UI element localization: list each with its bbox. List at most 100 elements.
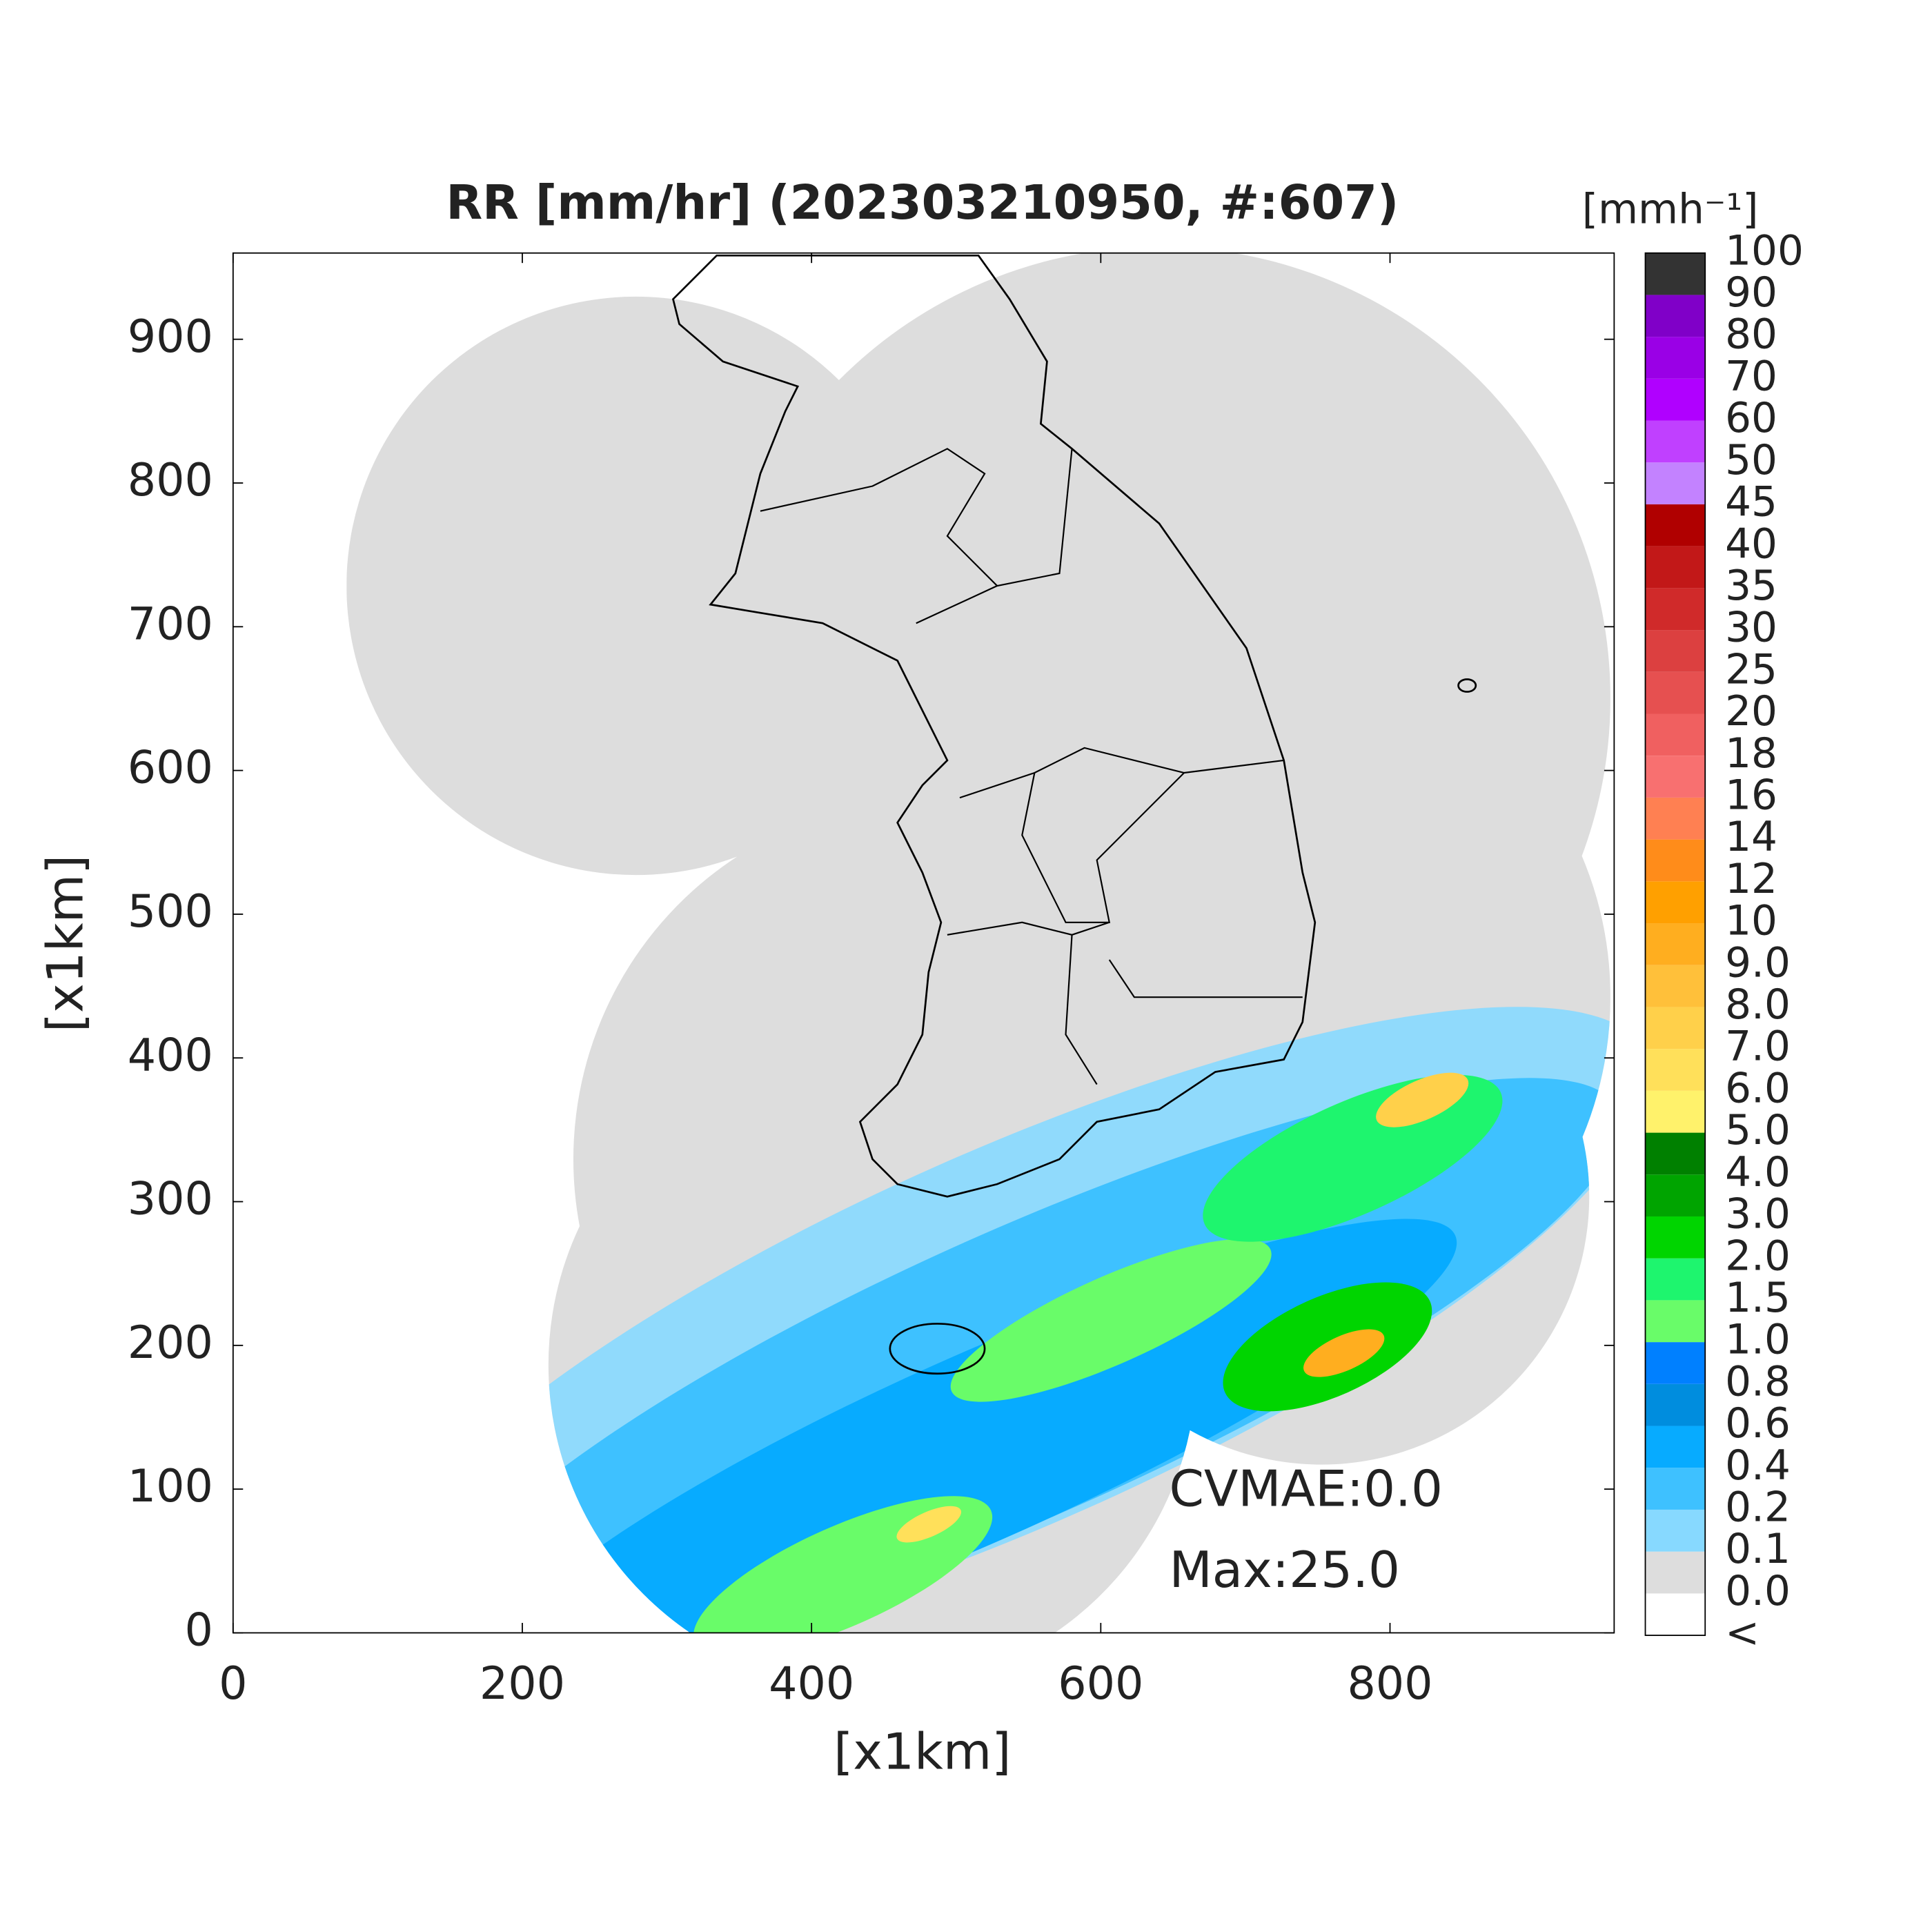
colorbar-bin — [1645, 1426, 1706, 1468]
colorbar-bin — [1645, 756, 1706, 798]
jeju — [889, 1323, 986, 1375]
colorbar-bin — [1645, 378, 1706, 421]
colorbar-bin — [1645, 1342, 1706, 1384]
colorbar-label: 3.0 — [1725, 1191, 1791, 1239]
colorbar-label: 1.0 — [1725, 1317, 1791, 1364]
colorbar-bin — [1645, 462, 1706, 504]
colorbar-bin — [1645, 1049, 1706, 1091]
colorbar-label: 0.1 — [1725, 1526, 1791, 1573]
colorbar-label: 0.0 — [1725, 1568, 1791, 1615]
colorbar-title: [mmh⁻¹] — [1582, 186, 1759, 234]
coastline — [671, 254, 1317, 1198]
colorbar-label: 16 — [1725, 772, 1777, 820]
colorbar-label: 40 — [1725, 520, 1777, 568]
annotation: CVMAE:0.0 — [1169, 1460, 1443, 1518]
colorbar-label: 5.0 — [1725, 1107, 1791, 1154]
map-area — [346, 253, 1610, 1633]
colorbar-bin — [1645, 1174, 1706, 1216]
colorbar-label: 1.5 — [1725, 1274, 1791, 1322]
x-tick-label: 800 — [1347, 1658, 1432, 1710]
colorbar-bin — [1645, 630, 1706, 672]
colorbar-label: 0.8 — [1725, 1358, 1791, 1406]
rain-field — [367, 1007, 1610, 1633]
x-tick-label: 400 — [769, 1658, 854, 1710]
colorbar-frame — [1644, 252, 1706, 1636]
colorbar-label: 45 — [1725, 479, 1777, 526]
y-tick-label: 200 — [128, 1317, 213, 1369]
colorbar-label: 14 — [1725, 814, 1777, 861]
colorbar-bin — [1645, 1007, 1706, 1049]
colorbar-label: 20 — [1725, 688, 1777, 736]
colorbar-bin — [1645, 965, 1706, 1007]
chart-title: RR [mm/hr] (202303210950, #:607) — [446, 175, 1399, 230]
colorbar-label: 12 — [1725, 856, 1777, 903]
colorbar-bin — [1645, 1551, 1706, 1594]
colorbar-bin — [1645, 546, 1706, 589]
colorbar-label: 4.0 — [1725, 1149, 1791, 1196]
colorbar-label: 80 — [1725, 311, 1777, 359]
y-axis-label: [x1km] — [37, 855, 95, 1032]
colorbar-label: 10 — [1725, 898, 1777, 945]
colorbar-label: 0.6 — [1725, 1400, 1791, 1448]
radar-coverage — [346, 253, 1610, 1633]
colorbar-label: 6.0 — [1725, 1065, 1791, 1112]
x-axis-label: [x1km] — [834, 1723, 1011, 1781]
colorbar-label: 50 — [1725, 437, 1777, 484]
colorbar-label: 9.0 — [1725, 939, 1791, 987]
colorbar-bin — [1645, 1216, 1706, 1259]
y-tick-label: 600 — [128, 742, 213, 794]
x-tick-label: 0 — [219, 1658, 247, 1710]
colorbar-label: 25 — [1725, 646, 1777, 693]
colorbar-label: 0.4 — [1725, 1442, 1791, 1490]
colorbar-bin — [1645, 420, 1706, 463]
y-tick-label: 800 — [128, 455, 213, 506]
colorbar-bin — [1645, 1383, 1706, 1426]
axes-frame — [232, 252, 1615, 1634]
colorbar-bin — [1645, 1509, 1706, 1552]
colorbar-bin — [1645, 1132, 1706, 1175]
colorbar-bin — [1645, 923, 1706, 965]
plot-root: RR [mm/hr] (202303210950, #:607) CVMAE:0… — [37, 175, 1804, 1781]
colorbar-bin — [1645, 1593, 1706, 1636]
colorbar-bin — [1645, 839, 1706, 882]
x-tick-label: 600 — [1058, 1658, 1143, 1710]
colorbar-bin — [1645, 253, 1706, 295]
colorbar-label: 30 — [1725, 604, 1777, 652]
colorbar-bin — [1645, 713, 1706, 756]
y-tick-label: 100 — [128, 1461, 213, 1512]
y-tick-label: 400 — [128, 1029, 213, 1081]
colorbar-label: 100 — [1725, 227, 1804, 275]
colorbar-bin — [1645, 1090, 1706, 1133]
y-tick-label: 300 — [128, 1174, 213, 1225]
colorbar-label: 2.0 — [1725, 1232, 1791, 1280]
colorbar-bin — [1645, 1300, 1706, 1343]
colorbar-label: 35 — [1725, 562, 1777, 610]
colorbar-label: 0.2 — [1725, 1484, 1791, 1532]
colorbar-label: 7.0 — [1725, 1023, 1791, 1071]
colorbar-bin — [1645, 504, 1706, 546]
colorbar-label: 18 — [1725, 730, 1777, 778]
y-tick-label: 700 — [128, 598, 213, 650]
colorbar-label: < — [1725, 1610, 1759, 1657]
colorbar-bin — [1645, 1468, 1706, 1510]
y-tick-label: 500 — [128, 886, 213, 938]
colorbar-label: 90 — [1725, 269, 1777, 317]
colorbar-bin — [1645, 337, 1706, 379]
ulleungdo — [1457, 678, 1477, 693]
y-tick-label: 0 — [185, 1605, 213, 1657]
colorbar-bin — [1645, 671, 1706, 714]
colorbar-bin — [1645, 295, 1706, 337]
colorbar-label: 60 — [1725, 395, 1777, 442]
colorbar-bin — [1645, 881, 1706, 924]
colorbar-label: 8.0 — [1725, 981, 1791, 1029]
y-tick-label: 900 — [128, 311, 213, 363]
x-tick-label: 200 — [480, 1658, 565, 1710]
colorbar-bin — [1645, 588, 1706, 631]
colorbar-bin — [1645, 797, 1706, 840]
colorbar-bin — [1645, 1258, 1706, 1301]
colorbar-label: 70 — [1725, 353, 1777, 400]
province-border — [760, 448, 1303, 1085]
annotation: Max:25.0 — [1169, 1541, 1400, 1599]
